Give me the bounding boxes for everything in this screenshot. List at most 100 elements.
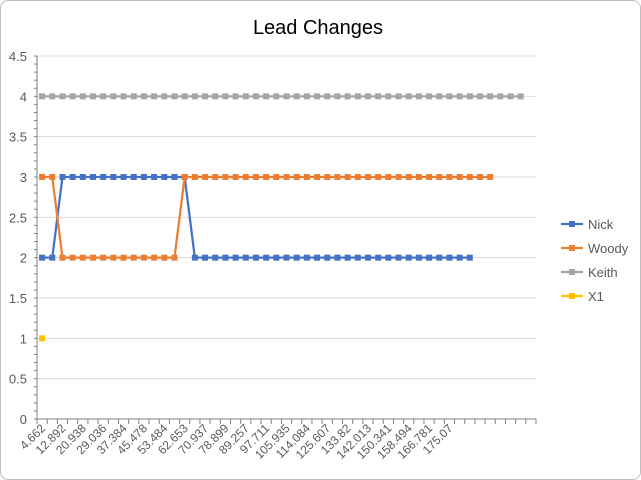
- data-point-nick: [426, 254, 433, 261]
- data-point-keith: [140, 93, 147, 100]
- data-point-nick: [283, 254, 290, 261]
- data-point-woody: [202, 174, 209, 180]
- data-point-keith: [375, 93, 382, 100]
- data-point-keith: [232, 93, 239, 100]
- data-point-keith: [354, 93, 361, 100]
- data-point-keith: [110, 93, 117, 100]
- data-point-woody: [426, 174, 433, 180]
- data-point-woody: [344, 174, 351, 180]
- data-point-woody: [191, 174, 198, 180]
- data-point-nick: [120, 174, 127, 180]
- data-point-keith: [90, 93, 97, 100]
- data-point-nick: [415, 254, 422, 261]
- data-point-x1: [39, 335, 46, 342]
- y-tick-label: 0: [20, 412, 27, 427]
- data-point-woody: [303, 174, 310, 180]
- legend-label-nick: Nick: [588, 217, 614, 232]
- data-point-keith: [436, 93, 443, 100]
- data-point-woody: [120, 254, 127, 261]
- data-point-keith: [283, 93, 290, 100]
- data-point-nick: [79, 174, 86, 180]
- y-tick-label: 3: [20, 170, 27, 185]
- data-point-woody: [375, 174, 382, 180]
- y-axis-labels: 0 0.5 1 1.5 2 2.5 3 3.5 4 4.5: [9, 49, 27, 427]
- data-point-keith: [263, 93, 270, 100]
- data-point-woody: [242, 174, 249, 180]
- data-point-woody: [334, 174, 341, 180]
- data-point-woody: [354, 174, 361, 180]
- data-point-nick: [39, 254, 46, 261]
- data-point-woody: [446, 174, 453, 180]
- legend: Nick Woody Keith X1: [561, 217, 629, 304]
- data-point-nick: [466, 254, 473, 261]
- y-tick-label: 2: [20, 251, 27, 266]
- data-point-nick: [191, 254, 198, 261]
- data-point-nick: [324, 254, 331, 261]
- data-point-woody: [263, 174, 270, 180]
- data-point-keith: [222, 93, 229, 100]
- data-point-keith: [252, 93, 259, 100]
- data-point-woody: [395, 174, 402, 180]
- series-group: [39, 93, 524, 342]
- data-point-keith: [507, 93, 514, 100]
- data-point-keith: [171, 93, 178, 100]
- data-point-keith: [242, 93, 249, 100]
- data-point-woody: [212, 174, 219, 180]
- data-point-keith: [120, 93, 127, 100]
- data-point-woody: [79, 254, 86, 261]
- legend-marker-keith: [569, 269, 575, 275]
- data-point-nick: [202, 254, 209, 261]
- data-point-nick: [252, 254, 259, 261]
- data-point-keith: [385, 93, 392, 100]
- data-point-nick: [314, 254, 321, 261]
- data-point-nick: [232, 254, 239, 261]
- data-point-woody: [405, 174, 412, 180]
- legend-label-woody: Woody: [588, 241, 629, 256]
- data-point-nick: [130, 174, 137, 180]
- x-axis-labels: 4.66212.89220.93829.03637.38445.47853.48…: [17, 421, 456, 462]
- axes: [34, 55, 537, 424]
- data-point-keith: [415, 93, 422, 100]
- data-point-keith: [476, 93, 483, 100]
- data-point-woody: [415, 174, 422, 180]
- data-point-nick: [212, 254, 219, 261]
- data-point-woody: [151, 254, 158, 261]
- data-point-keith: [314, 93, 321, 100]
- y-tick-label: 1.5: [9, 291, 27, 306]
- data-point-woody: [49, 174, 56, 180]
- data-point-nick: [334, 254, 341, 261]
- data-point-woody: [324, 174, 331, 180]
- data-point-nick: [395, 254, 402, 261]
- data-point-woody: [59, 254, 66, 261]
- data-point-keith: [212, 93, 219, 100]
- data-point-nick: [110, 174, 117, 180]
- data-point-keith: [161, 93, 168, 100]
- data-point-woody: [283, 174, 290, 180]
- data-point-nick: [375, 254, 382, 261]
- chart-title: Lead Changes: [253, 17, 383, 39]
- data-point-nick: [222, 254, 229, 261]
- data-point-nick: [293, 254, 300, 261]
- data-point-keith: [202, 93, 209, 100]
- data-point-keith: [100, 93, 107, 100]
- data-point-woody: [314, 174, 321, 180]
- legend-marker-x1: [569, 293, 575, 299]
- data-point-nick: [364, 254, 371, 261]
- data-point-keith: [456, 93, 463, 100]
- legend-label-keith: Keith: [588, 265, 618, 280]
- data-point-keith: [446, 93, 453, 100]
- data-point-keith: [79, 93, 86, 100]
- data-point-keith: [273, 93, 280, 100]
- data-point-woody: [476, 174, 483, 180]
- data-point-nick: [90, 174, 97, 180]
- data-point-nick: [171, 174, 178, 180]
- data-point-keith: [59, 93, 66, 100]
- data-point-keith: [334, 93, 341, 100]
- data-point-keith: [517, 93, 524, 100]
- data-point-nick: [385, 254, 392, 261]
- data-point-keith: [49, 93, 56, 100]
- legend-marker-woody: [569, 245, 575, 251]
- data-point-keith: [466, 93, 473, 100]
- data-point-woody: [436, 174, 443, 180]
